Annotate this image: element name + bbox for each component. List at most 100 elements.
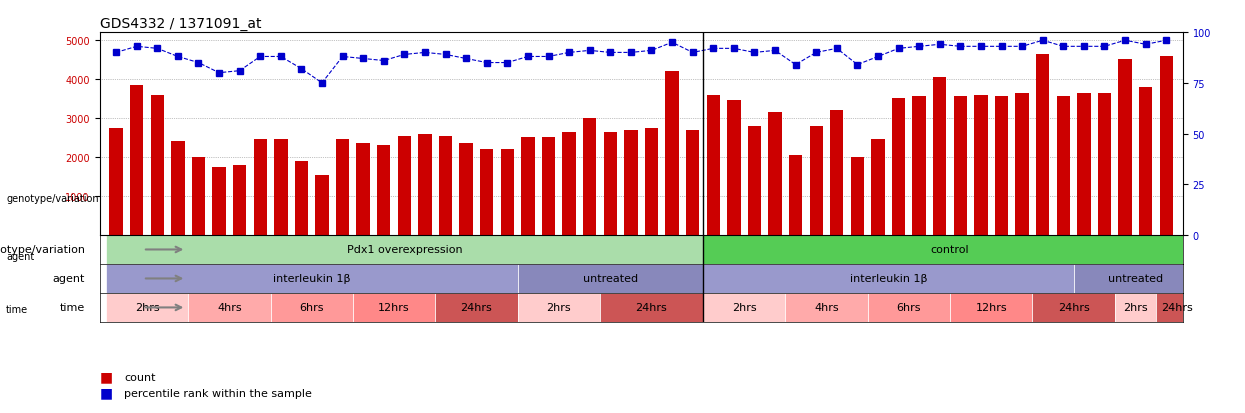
Bar bbox=[1098, 93, 1112, 235]
Bar bbox=[1016, 93, 1028, 235]
Bar bbox=[872, 140, 885, 235]
Text: 2hrs: 2hrs bbox=[1123, 303, 1148, 313]
Bar bbox=[954, 97, 967, 235]
Text: interleukin 1β: interleukin 1β bbox=[273, 274, 350, 284]
Bar bbox=[665, 72, 679, 235]
Text: 2hrs: 2hrs bbox=[732, 303, 757, 313]
Bar bbox=[707, 95, 720, 235]
Text: interleukin 1β: interleukin 1β bbox=[849, 274, 928, 284]
Bar bbox=[397, 136, 411, 235]
Bar bbox=[192, 158, 205, 235]
Bar bbox=[274, 140, 288, 235]
Bar bbox=[151, 95, 164, 235]
Bar bbox=[213, 167, 225, 235]
Bar bbox=[604, 132, 618, 235]
Bar bbox=[188, 293, 270, 322]
Bar bbox=[106, 235, 703, 264]
Bar bbox=[481, 150, 493, 235]
Text: ■: ■ bbox=[100, 369, 113, 383]
Bar bbox=[1077, 93, 1091, 235]
Text: 4hrs: 4hrs bbox=[814, 303, 839, 313]
Text: 24hrs: 24hrs bbox=[461, 303, 492, 313]
Bar bbox=[352, 293, 436, 322]
Text: genotype/variation: genotype/variation bbox=[0, 245, 85, 255]
Bar bbox=[436, 293, 518, 322]
Text: Pdx1 overexpression: Pdx1 overexpression bbox=[346, 245, 462, 255]
Bar bbox=[1114, 293, 1155, 322]
Bar bbox=[270, 293, 352, 322]
Bar bbox=[624, 131, 637, 235]
Bar bbox=[106, 293, 188, 322]
Text: percentile rank within the sample: percentile rank within the sample bbox=[124, 389, 312, 399]
Text: control: control bbox=[931, 245, 970, 255]
Bar bbox=[786, 293, 868, 322]
Bar bbox=[913, 97, 926, 235]
Bar bbox=[295, 161, 308, 235]
Bar bbox=[315, 175, 329, 235]
Text: agent: agent bbox=[52, 274, 85, 284]
Bar bbox=[686, 131, 700, 235]
Bar bbox=[438, 136, 452, 235]
Bar bbox=[129, 85, 143, 235]
Bar bbox=[233, 165, 247, 235]
Bar bbox=[975, 95, 987, 235]
Bar bbox=[518, 293, 600, 322]
Bar bbox=[1073, 264, 1198, 293]
Bar bbox=[703, 264, 1073, 293]
Bar bbox=[950, 293, 1032, 322]
Bar bbox=[377, 146, 391, 235]
Text: 12hrs: 12hrs bbox=[378, 303, 410, 313]
Bar bbox=[600, 293, 703, 322]
Bar bbox=[1118, 60, 1132, 235]
Text: 6hrs: 6hrs bbox=[300, 303, 324, 313]
Bar bbox=[1159, 57, 1173, 235]
Bar bbox=[110, 128, 123, 235]
Bar bbox=[891, 99, 905, 235]
Text: 12hrs: 12hrs bbox=[975, 303, 1007, 313]
Text: agent: agent bbox=[6, 251, 35, 261]
Bar bbox=[1057, 97, 1069, 235]
Bar bbox=[1036, 55, 1050, 235]
Bar bbox=[1155, 293, 1198, 322]
Text: 24hrs: 24hrs bbox=[1058, 303, 1089, 313]
Text: 24hrs: 24hrs bbox=[636, 303, 667, 313]
Text: time: time bbox=[6, 305, 29, 315]
Bar bbox=[1139, 88, 1153, 235]
Bar bbox=[356, 144, 370, 235]
Bar bbox=[748, 126, 761, 235]
Bar bbox=[703, 293, 786, 322]
Text: untreated: untreated bbox=[1108, 274, 1163, 284]
Bar bbox=[254, 140, 266, 235]
Bar bbox=[583, 119, 596, 235]
Bar bbox=[418, 134, 432, 235]
Bar bbox=[868, 293, 950, 322]
Bar bbox=[850, 158, 864, 235]
Text: genotype/variation: genotype/variation bbox=[6, 193, 98, 203]
Bar bbox=[768, 113, 782, 235]
Bar bbox=[563, 132, 575, 235]
Bar bbox=[645, 128, 659, 235]
Bar bbox=[933, 78, 946, 235]
Bar bbox=[542, 138, 555, 235]
Text: GDS4332 / 1371091_at: GDS4332 / 1371091_at bbox=[100, 17, 261, 31]
Bar bbox=[522, 138, 534, 235]
Bar bbox=[106, 264, 518, 293]
Bar bbox=[1032, 293, 1114, 322]
Text: untreated: untreated bbox=[583, 274, 637, 284]
Text: 4hrs: 4hrs bbox=[217, 303, 242, 313]
Bar bbox=[518, 264, 703, 293]
Bar bbox=[703, 235, 1198, 264]
Bar bbox=[727, 101, 741, 235]
Text: 6hrs: 6hrs bbox=[896, 303, 921, 313]
Bar bbox=[336, 140, 350, 235]
Text: 2hrs: 2hrs bbox=[134, 303, 159, 313]
Bar bbox=[830, 111, 844, 235]
Text: 2hrs: 2hrs bbox=[547, 303, 571, 313]
Text: count: count bbox=[124, 372, 156, 382]
Bar bbox=[995, 97, 1008, 235]
Bar bbox=[171, 142, 184, 235]
Text: time: time bbox=[60, 303, 85, 313]
Bar bbox=[500, 150, 514, 235]
Text: 24hrs: 24hrs bbox=[1160, 303, 1193, 313]
Bar bbox=[809, 126, 823, 235]
